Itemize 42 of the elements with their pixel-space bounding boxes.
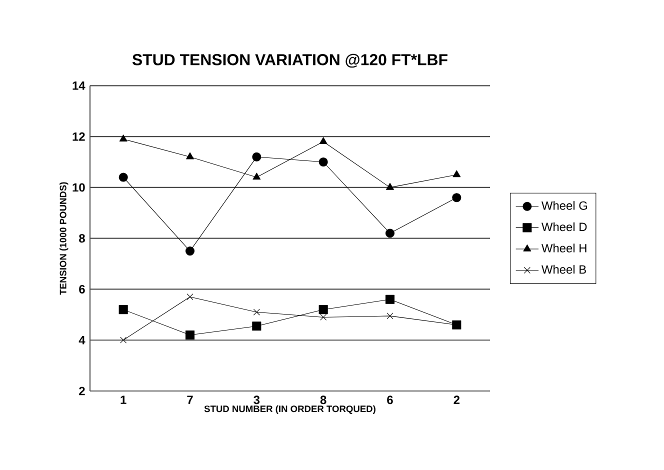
point [386,182,394,190]
x-tick-label: 1 [120,396,126,404]
point [452,193,462,202]
point [186,152,194,160]
x-tick-label: 3 [254,396,260,404]
point [320,314,327,320]
point [252,322,262,331]
x-tick-label: 2 [454,396,460,404]
y-tick-label: 12 [72,132,85,141]
y-tick-label: 14 [72,82,86,90]
point [118,172,128,182]
point [186,294,194,300]
point [385,294,395,304]
point [318,157,328,167]
legend-label: Wheel B [542,264,586,274]
y-axis-title: TENSION (1000 POUNDS) [60,182,68,295]
point [252,152,262,162]
legend-label: Wheel H [542,244,586,252]
point [120,336,127,344]
point [319,137,328,144]
point [253,308,260,316]
point [119,134,128,142]
point [118,305,128,314]
chart-title: STUD TENSION VARIATION @120 FT*LBF [132,54,448,68]
point [185,330,195,340]
x-tick-label: 7 [187,396,193,404]
y-tick-label: 2 [79,386,85,396]
y-tick-label: 4 [78,336,86,344]
y-tick-label: 6 [79,284,85,294]
point [318,305,328,314]
point [386,312,394,320]
point [252,172,261,180]
point [385,228,395,238]
legend-label: Wheel D [542,222,587,232]
legend-label: Wheel G [542,201,588,210]
point [452,170,461,178]
x-axis-title: STUD NUMBER (IN ORDER TORQUED) [204,405,376,414]
x-tick-label: 6 [387,396,393,404]
y-tick-label: 8 [79,234,85,243]
point [185,246,195,256]
y-tick-label: 10 [72,183,85,192]
x-tick-label: 8 [320,396,326,404]
